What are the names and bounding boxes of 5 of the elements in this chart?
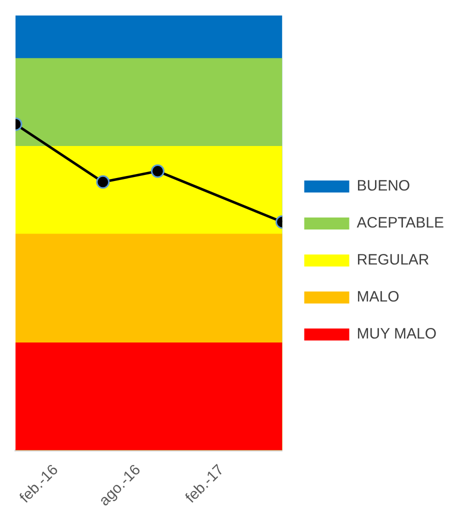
legend-label: REGULAR	[356, 252, 430, 269]
legend-label: MUY MALO	[356, 326, 436, 343]
legend-label: BUENO	[356, 178, 410, 195]
legend-label: ACEPTABLE	[356, 214, 444, 232]
legend-label: MALO	[356, 288, 400, 306]
